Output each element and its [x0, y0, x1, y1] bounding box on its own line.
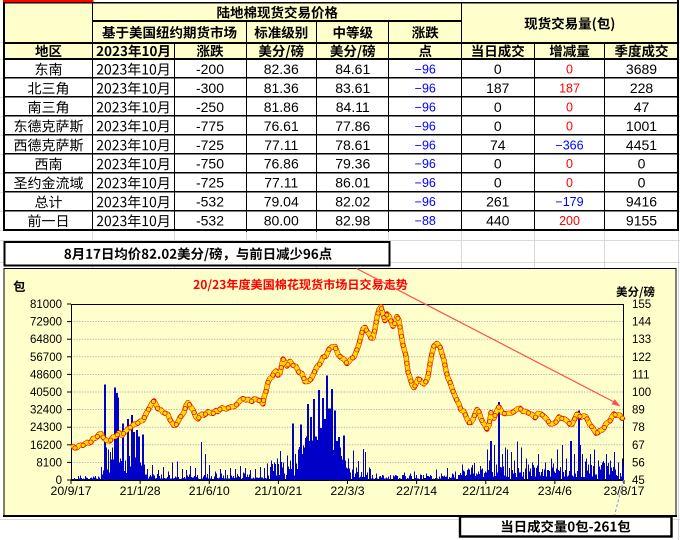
svg-text:0: 0 — [566, 157, 573, 171]
svg-text:82.98: 82.98 — [335, 213, 370, 229]
svg-text:21/1/28: 21/1/28 — [120, 484, 161, 498]
svg-text:0: 0 — [494, 61, 502, 77]
svg-text:64800: 64800 — [30, 334, 62, 346]
svg-text:-300: -300 — [196, 80, 224, 96]
svg-text:-725: -725 — [196, 175, 224, 191]
svg-text:−96: −96 — [415, 100, 436, 114]
svg-text:40500: 40500 — [30, 387, 62, 399]
svg-text:−96: −96 — [415, 138, 436, 152]
svg-text:24300: 24300 — [30, 422, 62, 434]
svg-text:-750: -750 — [196, 156, 224, 172]
svg-text:-532: -532 — [196, 213, 224, 229]
svg-text:48600: 48600 — [30, 369, 62, 381]
svg-text:-250: -250 — [196, 99, 224, 115]
svg-text:74: 74 — [490, 137, 506, 153]
svg-text:76.86: 76.86 — [264, 156, 299, 172]
svg-text:23/8/17: 23/8/17 — [603, 484, 644, 498]
svg-text:22/7/14: 22/7/14 — [396, 484, 437, 498]
svg-text:0: 0 — [566, 176, 573, 190]
svg-text:9155: 9155 — [626, 213, 657, 229]
svg-text:−88: −88 — [415, 214, 436, 228]
svg-text:−96: −96 — [415, 119, 436, 133]
svg-text:-775: -775 — [196, 118, 224, 134]
svg-text:47: 47 — [634, 99, 650, 115]
svg-text:228: 228 — [630, 80, 654, 96]
svg-text:0: 0 — [566, 119, 573, 133]
svg-text:81000: 81000 — [30, 299, 62, 311]
svg-text:86.01: 86.01 — [335, 175, 370, 191]
svg-text:0: 0 — [566, 63, 573, 77]
svg-text:−96: −96 — [415, 63, 436, 77]
svg-text:45: 45 — [632, 475, 645, 487]
svg-text:84.11: 84.11 — [336, 99, 370, 115]
svg-text:-725: -725 — [196, 137, 224, 153]
svg-text:77.86: 77.86 — [335, 118, 370, 134]
svg-text:144: 144 — [632, 317, 652, 329]
svg-text:0: 0 — [494, 99, 502, 115]
svg-text:3689: 3689 — [626, 61, 657, 77]
svg-text:77.11: 77.11 — [264, 175, 298, 191]
svg-text:82.36: 82.36 — [264, 61, 299, 77]
svg-text:32400: 32400 — [30, 405, 62, 417]
svg-text:0: 0 — [494, 118, 502, 134]
svg-text:82.02: 82.02 — [335, 194, 370, 210]
svg-text:21/6/10: 21/6/10 — [189, 484, 230, 498]
svg-text:261: 261 — [486, 194, 510, 210]
svg-text:78: 78 — [632, 422, 645, 434]
svg-text:−96: −96 — [415, 195, 436, 209]
svg-text:−96: −96 — [415, 157, 436, 171]
svg-text:72900: 72900 — [30, 317, 62, 329]
svg-text:22/3/3: 22/3/3 — [330, 484, 364, 498]
svg-text:8100: 8100 — [36, 457, 62, 469]
svg-text:84.61: 84.61 — [335, 61, 370, 77]
svg-text:0: 0 — [56, 475, 62, 487]
svg-text:100: 100 — [632, 387, 651, 399]
svg-text:56700: 56700 — [30, 352, 62, 364]
svg-text:4451: 4451 — [626, 137, 657, 153]
svg-text:20/9/17: 20/9/17 — [50, 484, 91, 498]
svg-text:122: 122 — [632, 352, 651, 364]
svg-text:16200: 16200 — [30, 440, 62, 452]
svg-text:81.36: 81.36 — [264, 80, 299, 96]
svg-text:76.61: 76.61 — [264, 118, 299, 134]
svg-text:0: 0 — [494, 175, 502, 191]
svg-text:80.00: 80.00 — [264, 213, 299, 229]
svg-text:78.61: 78.61 — [335, 137, 370, 153]
svg-text:56: 56 — [632, 457, 645, 469]
svg-text:−179: −179 — [555, 195, 583, 209]
svg-text:440: 440 — [486, 213, 510, 229]
svg-text:21/10/21: 21/10/21 — [254, 484, 302, 498]
svg-text:0: 0 — [638, 175, 646, 191]
svg-text:89: 89 — [632, 405, 645, 417]
svg-text:0: 0 — [494, 156, 502, 172]
svg-text:187: 187 — [559, 82, 580, 96]
svg-text:133: 133 — [632, 334, 651, 346]
svg-text:77.11: 77.11 — [264, 137, 298, 153]
svg-text:79.36: 79.36 — [335, 156, 370, 172]
svg-text:22/11/24: 22/11/24 — [462, 484, 509, 498]
svg-text:83.61: 83.61 — [335, 80, 370, 96]
svg-text:111: 111 — [632, 369, 649, 381]
svg-text:-200: -200 — [196, 61, 224, 77]
svg-text:-532: -532 — [196, 194, 224, 210]
svg-text:−96: −96 — [415, 176, 436, 190]
svg-text:0: 0 — [566, 100, 573, 114]
svg-text:23/4/6: 23/4/6 — [538, 484, 572, 498]
svg-text:67: 67 — [632, 440, 645, 452]
svg-text:79.04: 79.04 — [264, 194, 299, 210]
svg-text:1001: 1001 — [626, 118, 657, 134]
svg-text:−96: −96 — [415, 82, 436, 96]
svg-text:187: 187 — [486, 80, 510, 96]
svg-text:0: 0 — [638, 156, 646, 172]
svg-text:200: 200 — [559, 214, 580, 228]
svg-text:81.86: 81.86 — [264, 99, 299, 115]
svg-text:−366: −366 — [555, 138, 583, 152]
svg-text:155: 155 — [632, 299, 651, 311]
svg-text:9416: 9416 — [626, 194, 657, 210]
